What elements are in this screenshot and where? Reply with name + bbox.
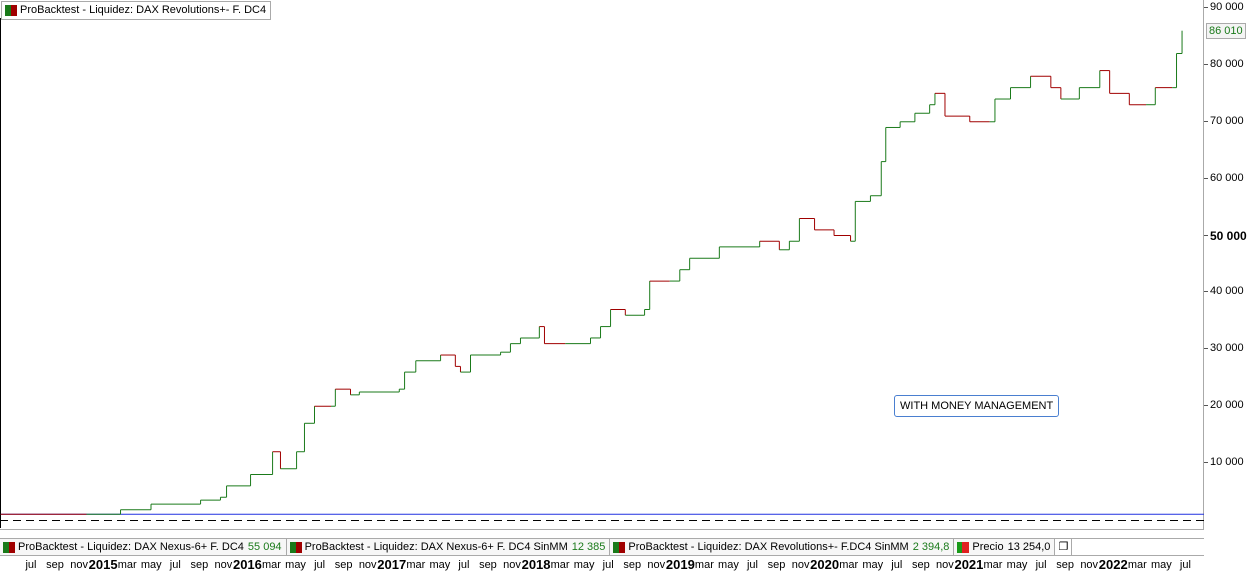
series-color-icon xyxy=(5,5,17,16)
legend-item-nexus-sinmm[interactable]: ProBacktest - Liquidez: DAX Nexus-6+ F. … xyxy=(286,539,611,555)
x-tick-label: jul xyxy=(458,559,470,571)
x-tick-label: sep xyxy=(334,559,353,571)
x-tick-label: sep xyxy=(1056,559,1075,571)
x-tick-label: sep xyxy=(911,559,930,571)
chart-plot-area[interactable]: ProBacktest - Liquidez: DAX Revolutions+… xyxy=(0,0,1204,530)
x-tick-label: jul xyxy=(314,559,326,571)
x-tick-label: nov xyxy=(791,559,810,571)
legend-label: ProBacktest - Liquidez: DAX Nexus-6+ F. … xyxy=(18,541,244,553)
x-tick-label: sep xyxy=(46,559,64,571)
legend-item-precio[interactable]: Precio 13 254,0 xyxy=(954,539,1056,555)
x-tick-label: sep xyxy=(767,559,786,571)
x-tick-label: 2021 xyxy=(954,557,984,572)
x-tick-label: 2017 xyxy=(377,557,407,572)
x-tick-label: nov xyxy=(214,559,233,571)
x-tick-label: mar xyxy=(406,559,426,571)
legend-value: 13 254,0 xyxy=(1007,541,1051,553)
legend-label: Precio xyxy=(972,541,1004,553)
x-tick-label: 2020 xyxy=(810,557,840,572)
x-tick-label: nov xyxy=(70,559,88,571)
x-tick-label: sep xyxy=(190,559,209,571)
x-tick-label: nov xyxy=(358,559,377,571)
x-tick-label: mar xyxy=(983,559,1003,571)
legend-value: 2 394,8 xyxy=(912,541,950,553)
x-tick-label: nov xyxy=(1080,559,1099,571)
x-tick-label: nov xyxy=(503,559,521,571)
y-tick-label: 90 000 xyxy=(1204,1,1244,13)
y-tick-label: 80 000 xyxy=(1204,57,1244,70)
x-tick-label: jul xyxy=(1035,559,1047,571)
x-tick-label: 2022 xyxy=(1098,557,1128,572)
legend-item-revolutions-sinmm[interactable]: ProBacktest - Liquidez: DAX Revolutions+… xyxy=(610,539,955,555)
x-tick-label: jul xyxy=(746,559,759,571)
x-tick-label: jul xyxy=(1179,559,1191,571)
y-tick-label: 30 000 xyxy=(1204,342,1244,355)
x-tick-label: sep xyxy=(623,559,642,571)
last-value-badge: 86 010 xyxy=(1206,23,1246,39)
restore-window-icon[interactable]: ❐ xyxy=(1055,539,1073,555)
y-tick-label: 70 000 xyxy=(1204,114,1244,127)
x-tick-label: mar xyxy=(550,559,570,571)
series-color-icon xyxy=(957,541,970,553)
x-tick-label: may xyxy=(862,559,884,571)
x-tick-label: jul xyxy=(891,559,903,571)
legend-label: ProBacktest - Liquidez: DAX Nexus-6+ F. … xyxy=(304,541,568,553)
annotation-box[interactable]: WITH MONEY MANAGEMENT xyxy=(894,395,1060,417)
legend-bar: ProBacktest - Liquidez: DAX Nexus-6+ F. … xyxy=(0,538,1204,556)
y-tick-label: 10 000 xyxy=(1204,456,1244,469)
x-tick-label: may xyxy=(285,559,306,571)
x-tick-label: nov xyxy=(936,559,954,571)
x-tick-label: mar xyxy=(117,559,137,571)
legend-value: 12 385 xyxy=(571,541,606,553)
x-tick-label: jul xyxy=(25,559,37,571)
x-tick-label: may xyxy=(140,559,162,571)
chart-title-label[interactable]: ProBacktest - Liquidez: DAX Revolutions+… xyxy=(1,1,272,20)
x-tick-label: 2019 xyxy=(665,557,695,572)
x-tick-label: mar xyxy=(839,559,859,571)
series-color-icon xyxy=(3,541,15,553)
x-tick-label: mar xyxy=(694,559,714,571)
x-tick-label: may xyxy=(1006,559,1028,571)
y-axis[interactable]: 90 000 80 000 70 000 60 000 50 000 40 000 30 0… xyxy=(1204,0,1254,530)
equity-chart xyxy=(0,18,1204,528)
x-tick-label: nov xyxy=(647,559,666,571)
x-tick-label: mar xyxy=(1127,559,1147,571)
y-tick-label: 20 000 xyxy=(1204,399,1244,412)
chart-title: ProBacktest - Liquidez: DAX Revolutions+… xyxy=(20,4,267,16)
x-tick-label: 2018 xyxy=(521,557,551,572)
x-tick-label: 2016 xyxy=(232,557,262,572)
x-axis[interactable]: jul sep nov 2015 mar may jul sep nov 2016 mar may ju… xyxy=(0,557,1204,575)
y-tick-label: 40 000 xyxy=(1204,285,1244,298)
legend-label: ProBacktest - Liquidez: DAX Revolutions+… xyxy=(628,541,909,553)
x-tick-label: may xyxy=(573,559,595,571)
x-tick-label: may xyxy=(718,559,739,571)
x-tick-label: may xyxy=(429,559,451,571)
x-tick-label: 2015 xyxy=(88,557,118,572)
y-tick-label: 60 000 xyxy=(1204,171,1244,184)
x-tick-label: may xyxy=(1150,559,1172,571)
x-tick-label: sep xyxy=(479,559,497,571)
legend-item-nexus[interactable]: ProBacktest - Liquidez: DAX Nexus-6+ F. … xyxy=(0,539,287,555)
y-tick-label: 50 000 xyxy=(1204,228,1247,243)
series-color-icon xyxy=(613,541,626,553)
x-tick-label: jul xyxy=(602,559,614,571)
legend-value: 55 094 xyxy=(247,541,282,553)
series-color-icon xyxy=(289,541,302,553)
x-tick-label: jul xyxy=(169,559,181,571)
x-tick-label: mar xyxy=(262,559,281,571)
